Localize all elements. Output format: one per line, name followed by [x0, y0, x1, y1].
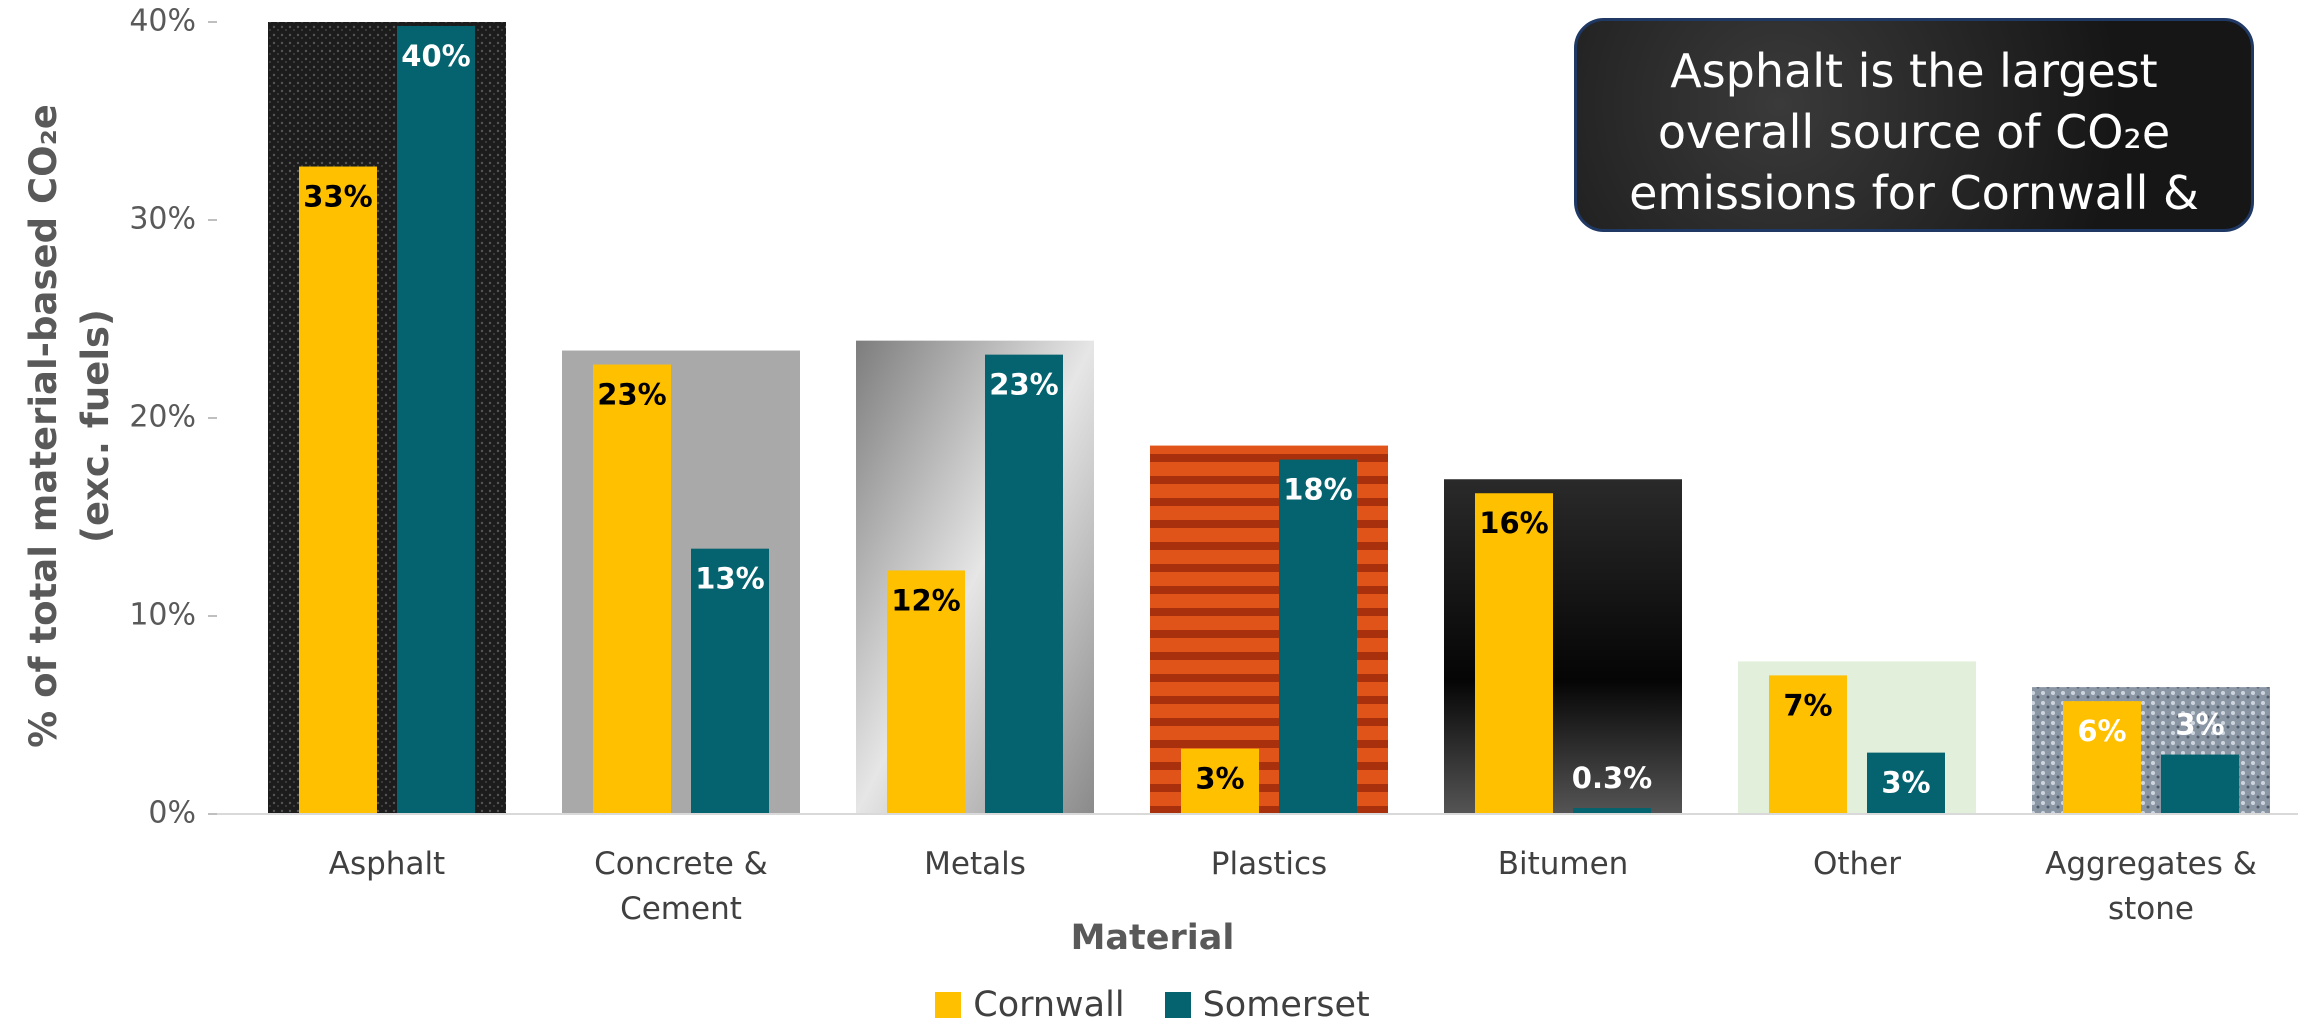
y-tick-label: 10% [129, 598, 196, 633]
x-tick-label: Bitumen [1497, 846, 1629, 882]
annotation: Asphalt is the largest overall source of… [1574, 18, 2254, 281]
legend-label: Cornwall [973, 985, 1125, 1024]
x-tick-label: Metals [924, 846, 1026, 882]
x-tick-label: Asphalt [328, 846, 446, 882]
data-label: 3% [1881, 766, 1930, 800]
bar [985, 354, 1063, 814]
data-label: 23% [597, 378, 666, 412]
x-tick-label: Aggregates & stone [2045, 846, 2257, 927]
y-tick-label: 30% [129, 202, 196, 237]
data-label: 3% [1195, 762, 1244, 796]
y-tick-label: 0% [148, 796, 196, 831]
bar [2161, 754, 2239, 814]
y-tick-label: 20% [129, 400, 196, 435]
y-axis-title-line: % of total material-based CO₂e [22, 104, 65, 748]
legend-item: Somerset [1164, 985, 1370, 1024]
y-axis-title-line: (exc. fuels) [74, 309, 117, 543]
bar [1573, 808, 1651, 814]
legend-swatch [1164, 992, 1191, 1018]
bar [1181, 748, 1259, 814]
legend-item: Cornwall [935, 985, 1125, 1024]
y-tick-label: 40% [129, 4, 196, 39]
data-label: 23% [989, 368, 1058, 402]
bar [691, 548, 769, 814]
data-label: 13% [695, 562, 764, 596]
x-tick-label: Concrete & Cement [594, 846, 768, 927]
bar [887, 570, 965, 814]
bar [2063, 701, 2141, 814]
data-label: 16% [1479, 506, 1548, 540]
data-label: 0.3% [1572, 761, 1652, 795]
data-label: 3% [2175, 708, 2224, 742]
bar [593, 364, 671, 814]
data-label: 6% [2077, 714, 2126, 748]
legend-label: Somerset [1202, 985, 1370, 1024]
bar [1279, 459, 1357, 814]
data-label: 7% [1783, 688, 1832, 722]
data-label: 12% [891, 583, 960, 617]
x-axis-title: Material [1070, 918, 1235, 958]
bar [397, 25, 475, 814]
data-label: 33% [303, 180, 372, 214]
legend-swatch [935, 992, 962, 1018]
legend: Cornwall Somerset [0, 985, 2305, 1024]
bar [1867, 752, 1945, 814]
x-tick-label: Other [1812, 846, 1902, 882]
y-axis-title: % of total material-based CO₂e (exc. fue… [18, 104, 122, 748]
bar [1475, 493, 1553, 814]
x-tick-label: Plastics [1210, 846, 1328, 882]
data-label: 40% [401, 39, 470, 73]
bar [1769, 675, 1847, 814]
bar [299, 166, 377, 815]
data-label: 18% [1283, 473, 1352, 507]
